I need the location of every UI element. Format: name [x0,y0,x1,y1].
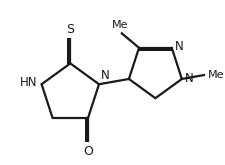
Text: Me: Me [112,20,128,30]
Text: N: N [174,40,183,53]
Text: S: S [66,23,74,36]
Text: N: N [184,72,192,85]
Text: HN: HN [20,76,38,89]
Text: Me: Me [207,70,223,80]
Text: N: N [101,69,110,82]
Text: O: O [83,145,92,158]
